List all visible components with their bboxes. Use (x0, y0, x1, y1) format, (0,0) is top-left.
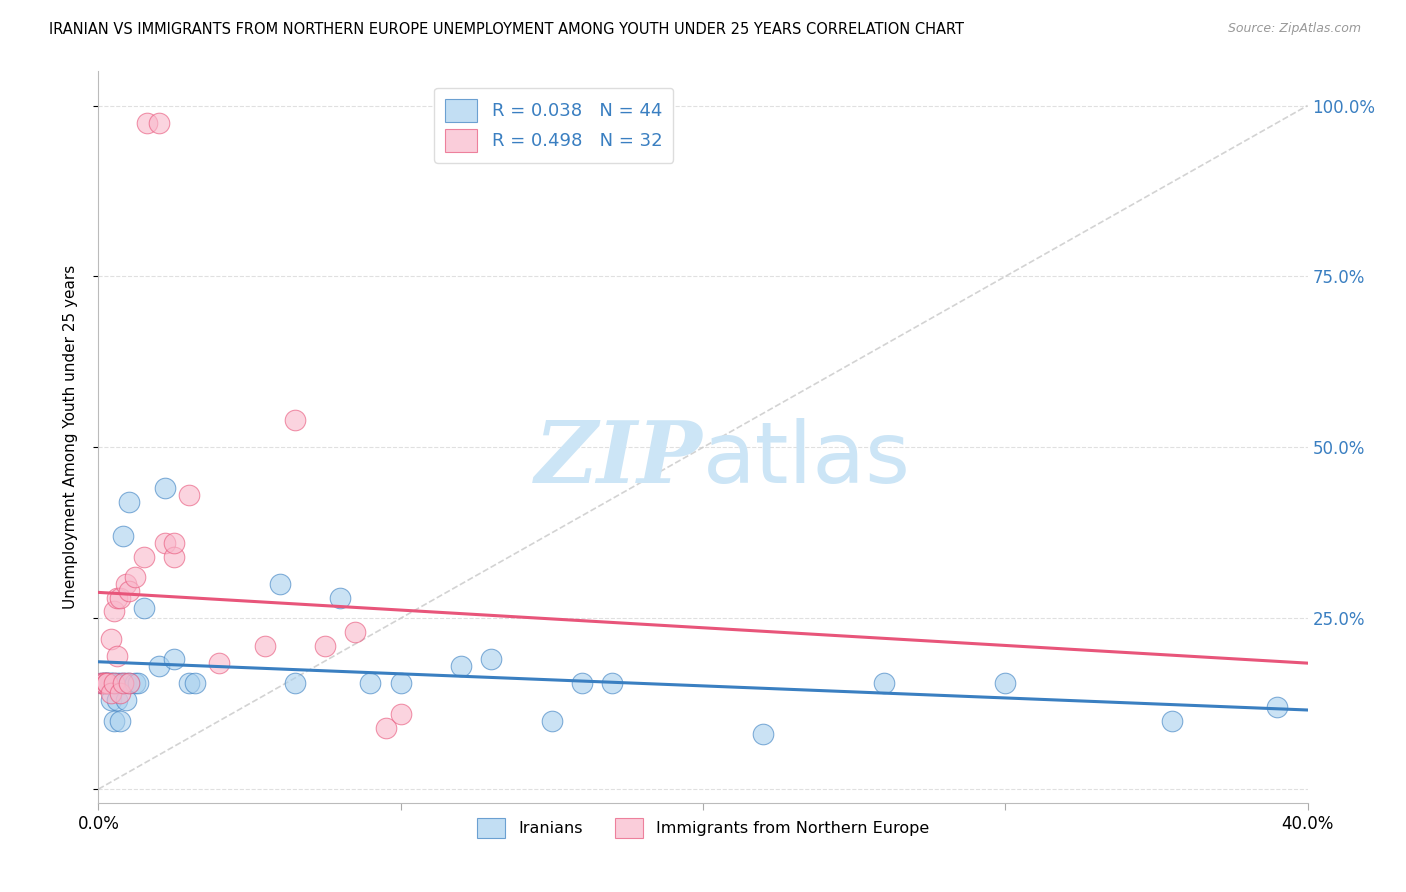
Point (100, 676, 122, 690)
Point (103, 604, 125, 618)
Point (93, 676, 115, 690)
Point (1267, 700, 1289, 714)
Point (103, 676, 125, 690)
Point (602, 676, 624, 690)
Point (153, 481, 176, 495)
Point (103, 714, 125, 728)
Point (360, 676, 382, 690)
Point (96, 676, 118, 690)
Point (163, 652, 186, 666)
Point (100, 693, 122, 707)
Point (450, 659, 472, 673)
Point (389, 676, 412, 690)
Point (105, 648, 128, 663)
Point (148, 115, 170, 129)
Point (127, 676, 149, 690)
Point (873, 676, 896, 690)
Point (118, 676, 141, 690)
Text: ZIP: ZIP (536, 417, 703, 500)
Point (114, 676, 136, 690)
Point (118, 583, 141, 598)
Point (111, 676, 134, 690)
Point (284, 413, 307, 427)
Point (374, 721, 396, 735)
Point (96, 676, 118, 690)
Point (105, 676, 128, 690)
Point (105, 591, 128, 605)
Point (132, 549, 155, 564)
Point (752, 727, 775, 741)
Point (389, 706, 412, 721)
Point (314, 639, 336, 653)
Point (344, 624, 367, 639)
Point (114, 693, 136, 707)
Point (179, 676, 201, 690)
Legend: Iranians, Immigrants from Northern Europe: Iranians, Immigrants from Northern Europ… (468, 810, 938, 846)
Point (118, 495, 141, 509)
Text: IRANIAN VS IMMIGRANTS FROM NORTHERN EUROPE UNEMPLOYMENT AMONG YOUTH UNDER 25 YEA: IRANIAN VS IMMIGRANTS FROM NORTHERN EURO… (49, 22, 965, 37)
Point (153, 536, 176, 550)
Point (111, 676, 134, 690)
Point (163, 549, 186, 564)
Point (284, 676, 307, 690)
Y-axis label: Unemployment Among Youth under 25 years: Unemployment Among Youth under 25 years (63, 265, 77, 609)
Point (93, 676, 115, 690)
Point (108, 686, 131, 700)
Point (208, 656, 231, 670)
Point (108, 676, 131, 690)
Point (105, 693, 128, 707)
Point (114, 577, 136, 591)
Point (118, 676, 141, 690)
Text: Source: ZipAtlas.com: Source: ZipAtlas.com (1227, 22, 1361, 36)
Point (90, 676, 112, 690)
Point (481, 652, 503, 666)
Point (100, 686, 122, 700)
Point (994, 676, 1017, 690)
Point (124, 570, 146, 584)
Point (100, 632, 122, 646)
Point (148, 659, 170, 673)
Point (93, 676, 115, 690)
Point (1160, 714, 1182, 728)
Point (135, 115, 157, 129)
Point (132, 601, 155, 615)
Point (253, 639, 276, 653)
Point (184, 676, 207, 690)
Point (90, 676, 112, 690)
Point (571, 676, 593, 690)
Point (103, 676, 125, 690)
Point (179, 488, 201, 502)
Point (540, 714, 562, 728)
Point (329, 591, 352, 605)
Point (108, 714, 131, 728)
Point (163, 536, 186, 550)
Point (108, 591, 131, 605)
Point (96, 676, 118, 690)
Point (269, 577, 291, 591)
Point (93, 676, 115, 690)
Text: atlas: atlas (703, 417, 911, 500)
Point (124, 676, 146, 690)
Point (96, 676, 118, 690)
Point (96, 676, 118, 690)
Point (111, 529, 134, 543)
Point (100, 676, 122, 690)
